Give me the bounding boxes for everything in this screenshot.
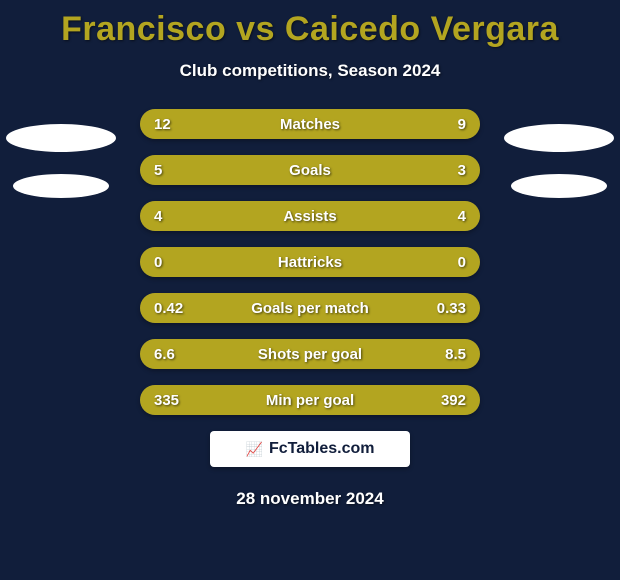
stat-label: Shots per goal <box>140 346 480 363</box>
stat-label: Min per goal <box>140 392 480 409</box>
credit-label: FcTables.com <box>269 440 375 458</box>
stat-rows: 12Matches9 5Goals3 4Assists4 0Hattricks0 0.4… <box>140 109 480 415</box>
stat-row-text: 12Matches9 <box>140 109 480 139</box>
stat-row: 0Hattricks0 <box>140 247 480 277</box>
stat-label: Goals <box>140 162 480 179</box>
comparison-infographic: Francisco vs Caicedo Vergara Club compet… <box>0 0 620 580</box>
avatar-ellipse-icon <box>13 174 109 198</box>
page-title: Francisco vs Caicedo Vergara <box>0 0 620 49</box>
stat-label: Assists <box>140 208 480 225</box>
stat-row: 335Min per goal392 <box>140 385 480 415</box>
stat-row: 4Assists4 <box>140 201 480 231</box>
stat-label: Hattricks <box>140 254 480 271</box>
page-subtitle: Club competitions, Season 2024 <box>0 61 620 81</box>
stat-row-text: 6.6Shots per goal8.5 <box>140 339 480 369</box>
avatar-right <box>504 120 614 198</box>
stat-row-text: 4Assists4 <box>140 201 480 231</box>
stat-label: Goals per match <box>140 300 480 317</box>
date-label: 28 november 2024 <box>0 489 620 509</box>
credit-badge: 📈 FcTables.com <box>210 431 410 467</box>
stat-row-text: 5Goals3 <box>140 155 480 185</box>
avatar-left <box>6 120 116 198</box>
avatar-ellipse-icon <box>6 124 116 152</box>
stat-row: 0.42Goals per match0.33 <box>140 293 480 323</box>
stat-row-text: 0Hattricks0 <box>140 247 480 277</box>
stat-row: 12Matches9 <box>140 109 480 139</box>
stat-row-text: 335Min per goal392 <box>140 385 480 415</box>
avatar-ellipse-icon <box>511 174 607 198</box>
stat-row: 6.6Shots per goal8.5 <box>140 339 480 369</box>
stat-label: Matches <box>140 116 480 133</box>
chart-icon: 📈 <box>246 441 263 458</box>
stat-row-text: 0.42Goals per match0.33 <box>140 293 480 323</box>
avatar-ellipse-icon <box>504 124 614 152</box>
stat-row: 5Goals3 <box>140 155 480 185</box>
